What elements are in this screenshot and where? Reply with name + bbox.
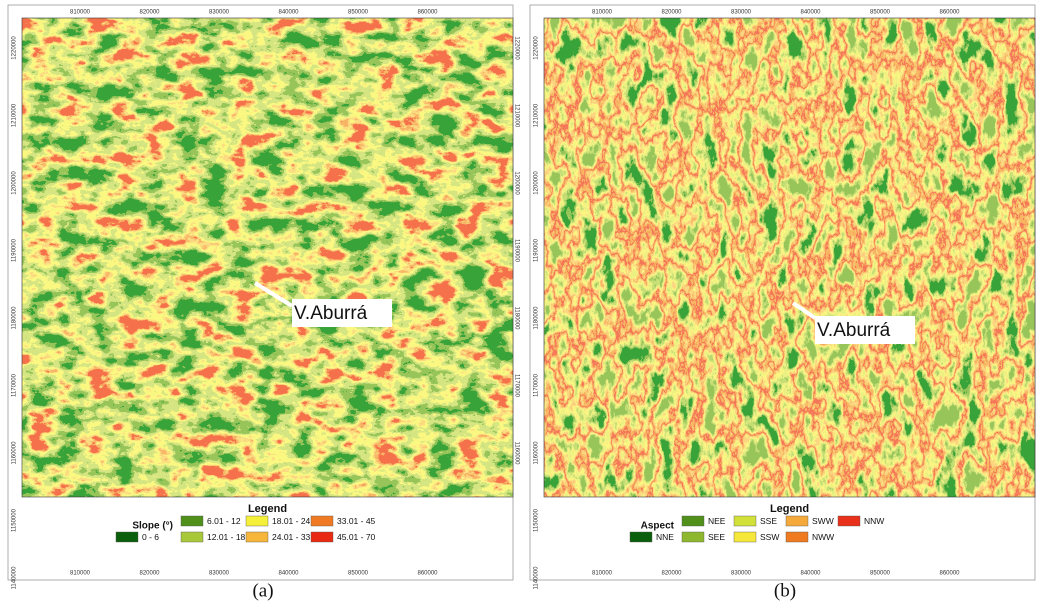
legend-swatch: [246, 532, 268, 542]
legend-label: NNE: [656, 532, 674, 542]
legend-label: 33.01 - 45: [337, 516, 376, 526]
legend-label: SSE: [760, 516, 777, 526]
y-coordinate-label: 1170000: [513, 374, 519, 398]
x-coordinate-label: 820000: [661, 571, 682, 577]
x-coordinate-label: 810000: [70, 571, 91, 577]
legend-swatch: [682, 532, 704, 542]
y-coordinate-label: 1150000: [534, 508, 540, 532]
y-coordinate-label: 1200000: [534, 171, 540, 195]
legend-label: NEE: [708, 516, 726, 526]
page: {"x_ticks": [810000, 820000, 830000, 840…: [0, 0, 1042, 603]
legend-title: Legend: [248, 503, 287, 515]
y-coordinate-label: 1200000: [12, 171, 18, 195]
legend-swatch: [181, 532, 203, 542]
legend-swatch: [311, 516, 333, 526]
y-coordinate-label: 1220000: [513, 36, 519, 60]
y-coordinate-label: 1170000: [534, 373, 540, 397]
legend-label: 24.01 - 33: [272, 532, 311, 542]
legend-swatch: [734, 532, 756, 542]
x-coordinate-label: 820000: [139, 571, 160, 577]
x-coordinate-label: 830000: [731, 10, 752, 16]
legend-label: SSW: [760, 532, 779, 542]
legend-heading: Aspect: [641, 521, 675, 532]
legend-swatch: [311, 532, 333, 542]
x-coordinate-label: 820000: [139, 10, 160, 16]
annotation-text: V.Aburrá: [294, 303, 368, 324]
legend-swatch: [630, 532, 652, 542]
x-coordinate-label: 860000: [939, 10, 960, 16]
x-coordinate-label: 840000: [800, 571, 821, 577]
x-coordinate-label: 860000: [939, 571, 960, 577]
legend-label: 12.01 - 18: [207, 532, 246, 542]
y-coordinate-label: 1160000: [513, 442, 519, 466]
x-coordinate-label: 810000: [70, 10, 91, 16]
legend-swatch: [181, 516, 203, 526]
y-coordinate-label: 1210000: [513, 104, 519, 128]
legend-label: 18.01 - 24: [272, 516, 311, 526]
y-coordinate-label: 1210000: [534, 103, 540, 127]
y-coordinate-label: 1220000: [12, 36, 18, 60]
y-coordinate-label: 1190000: [534, 238, 540, 262]
legend-label: 45.01 - 70: [337, 532, 376, 542]
x-coordinate-label: 850000: [348, 10, 369, 16]
figure: 810000 810000 820000 820000 830000 830000 8400…: [0, 0, 1042, 603]
legend-heading: Slope (°): [132, 521, 173, 532]
x-coordinate-label: 810000: [592, 571, 613, 577]
legend-label: SWW: [812, 516, 834, 526]
legend-label: NNW: [864, 516, 884, 526]
legend-swatch: [838, 516, 860, 526]
x-coordinate-label: 840000: [278, 10, 299, 16]
legend-swatch: [786, 516, 808, 526]
legend-swatch: [116, 532, 138, 542]
y-coordinate-label: 1140000: [534, 566, 540, 590]
x-coordinate-label: 850000: [348, 571, 369, 577]
y-coordinate-label: 1210000: [12, 103, 18, 127]
x-coordinate-label: 810000: [592, 10, 613, 16]
x-coordinate-label: 840000: [278, 571, 299, 577]
y-coordinate-label: 1170000: [12, 373, 18, 397]
legend-label: 6.01 - 12: [207, 516, 241, 526]
x-coordinate-label: 830000: [209, 10, 230, 16]
x-coordinate-label: 830000: [731, 571, 752, 577]
legend-swatch: [734, 516, 756, 526]
y-coordinate-label: 1180000: [12, 306, 18, 330]
y-coordinate-label: 1220000: [534, 36, 540, 60]
x-coordinate-label: 840000: [800, 10, 821, 16]
y-coordinate-label: 1140000: [12, 566, 18, 590]
x-coordinate-label: 860000: [417, 571, 438, 577]
legend-swatch: [246, 516, 268, 526]
x-coordinate-label: 830000: [209, 571, 230, 577]
y-coordinate-label: 1180000: [534, 306, 540, 330]
y-coordinate-label: 1180000: [513, 307, 519, 331]
x-coordinate-label: 820000: [661, 10, 682, 16]
legend-label: 0 - 6: [142, 532, 159, 542]
map-raster: [544, 18, 1035, 497]
legend-label: NWW: [812, 532, 834, 542]
x-coordinate-label: 850000: [870, 571, 891, 577]
panel-caption: (b): [774, 580, 796, 601]
annotation-text: V.Aburrá: [817, 320, 891, 341]
x-coordinate-label: 860000: [417, 10, 438, 16]
legend-label: SEE: [708, 532, 725, 542]
y-coordinate-label: 1160000: [534, 441, 540, 465]
legend-title: Legend: [770, 503, 809, 515]
legend-swatch: [786, 532, 808, 542]
map-raster: [22, 18, 513, 497]
y-coordinate-label: 1160000: [12, 441, 18, 465]
y-coordinate-label: 1190000: [513, 239, 519, 263]
y-coordinate-label: 1190000: [12, 238, 18, 262]
y-coordinate-label: 1200000: [513, 171, 519, 195]
x-coordinate-label: 850000: [870, 10, 891, 16]
panel-caption: (a): [252, 580, 273, 601]
y-coordinate-label: 1150000: [12, 508, 18, 532]
legend-swatch: [682, 516, 704, 526]
